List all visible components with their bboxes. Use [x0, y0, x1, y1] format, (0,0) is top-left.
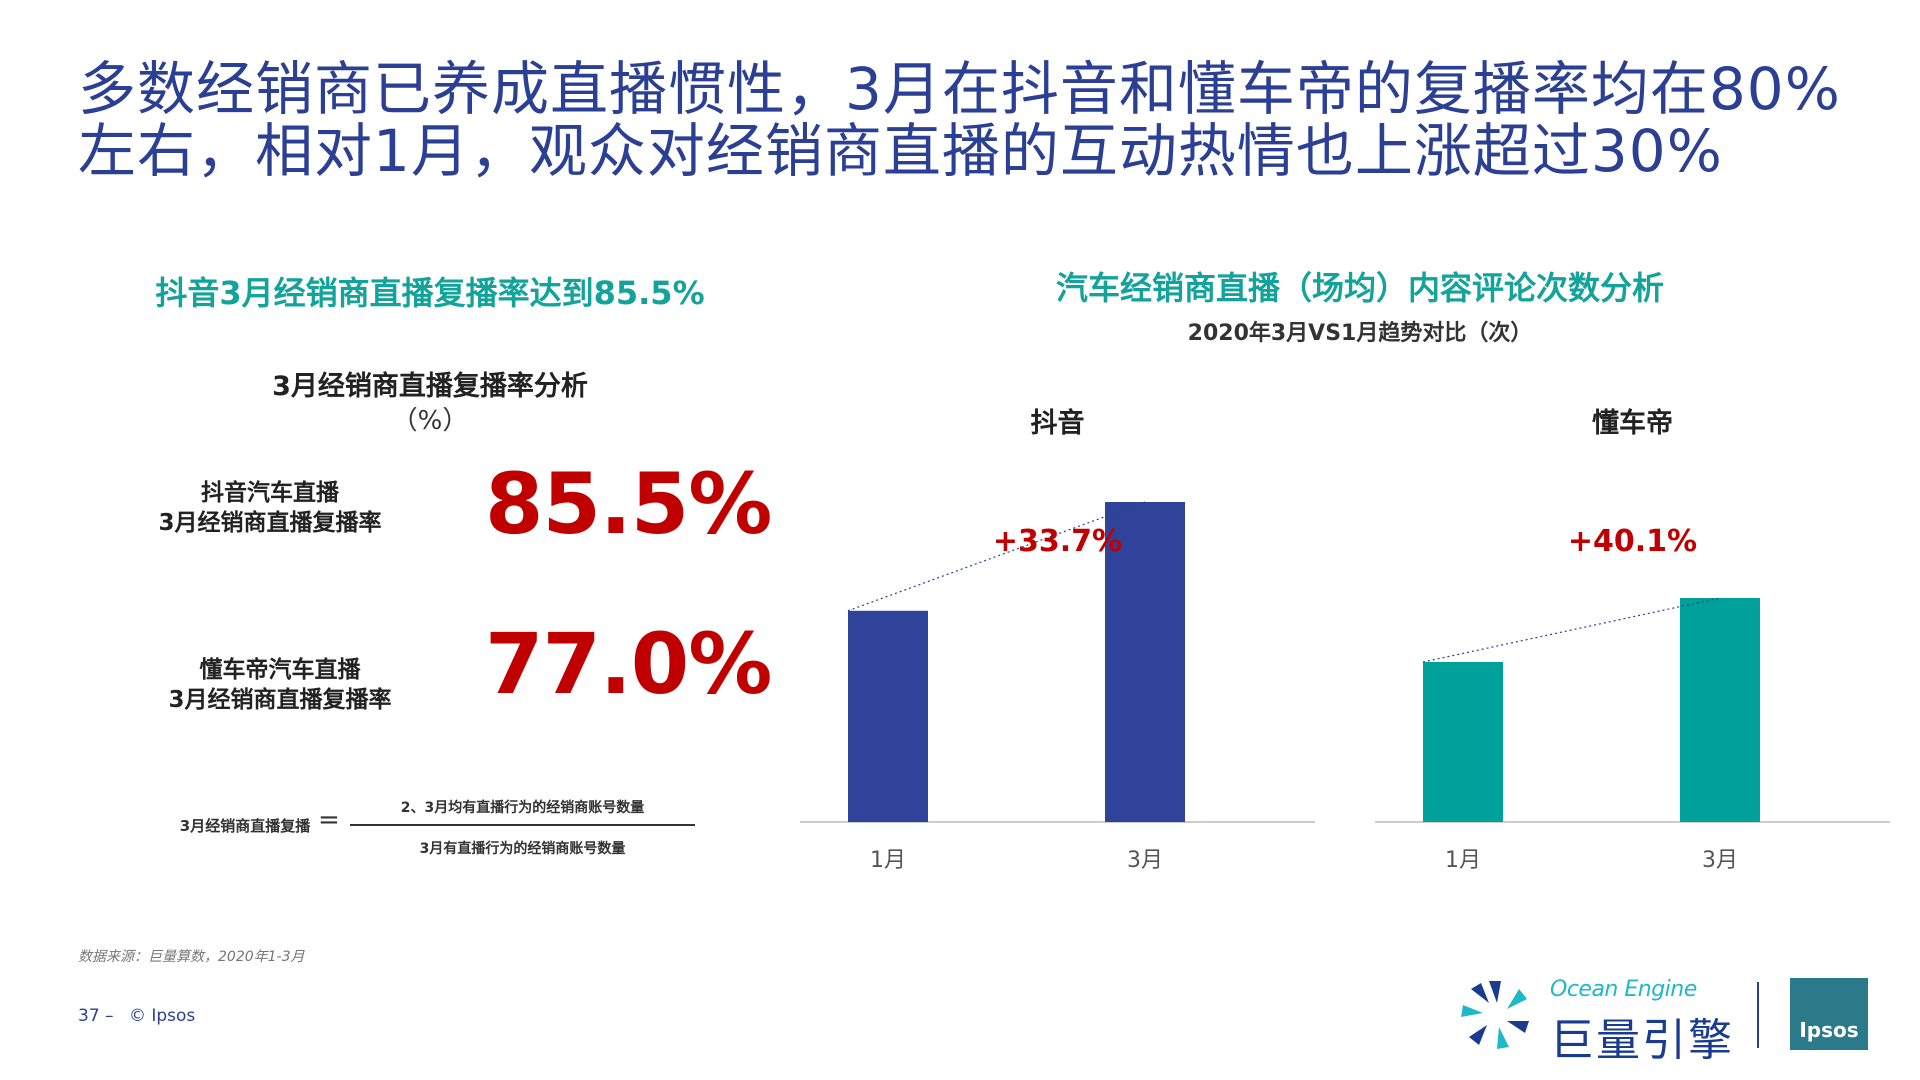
chart-title: 懂车帝 — [1592, 407, 1673, 439]
dongchedi-metric-label-line1: 懂车帝汽车直播 — [199, 657, 361, 683]
bar — [1423, 662, 1503, 822]
bar — [1105, 502, 1185, 822]
formula-fraction-line — [350, 824, 695, 826]
bar — [848, 610, 928, 822]
formula-lhs: 3月经销商直播复播 — [179, 817, 311, 835]
ocean-engine-logo-text: Ocean Engine — [1550, 977, 1697, 1002]
growth-annotation: +33.7% — [993, 524, 1122, 559]
dongchedi-metric-label-line2: 3月经销商直播复播率 — [168, 687, 392, 713]
logo-divider — [1757, 982, 1759, 1048]
data-source: 数据来源：巨量算数，2020年1-3月 — [78, 949, 305, 965]
dongchedi-metric-value: 77.0% — [485, 615, 772, 713]
douyin-metric-label: 抖音汽车直播 3月经销商直播复播率 — [100, 478, 440, 538]
right-heading: 汽车经销商直播（场均）内容评论次数分析 — [1055, 269, 1664, 307]
ocean-engine-logo-icon — [1461, 981, 1529, 1049]
ipsos-logo-icon — [1790, 978, 1868, 1050]
douyin-metric-label-line1: 抖音汽车直播 — [201, 480, 339, 506]
x-tick-label: 1月 — [1445, 848, 1481, 873]
douyin-chart: 抖音 1月 3月 +33.7% — [800, 407, 1315, 873]
analysis-unit: （%） — [391, 406, 469, 436]
footer: 37 – © Ipsos — [78, 1006, 195, 1026]
formula-equals: = — [318, 805, 340, 835]
right-subheading: 2020年3月VS1月趋势对比（次） — [1187, 321, 1533, 346]
x-tick-label: 1月 — [870, 848, 906, 873]
douyin-metric-label-line2: 3月经销商直播复播率 — [158, 510, 382, 536]
formula-numerator: 2、3月均有直播行为的经销商账号数量 — [400, 800, 645, 816]
formula-denominator: 3月有直播行为的经销商账号数量 — [419, 841, 626, 857]
analysis-title: 3月经销商直播复播率分析 — [272, 371, 588, 402]
ocean-engine-logo-cn: 巨量引擎 — [1550, 1015, 1734, 1066]
page-number: 37 – — [78, 1006, 114, 1026]
trend-line — [1422, 597, 1721, 663]
x-tick-label: 3月 — [1127, 848, 1163, 873]
copyright: © Ipsos — [128, 1006, 196, 1026]
x-tick-label: 3月 — [1702, 848, 1738, 873]
dongchedi-metric-label: 懂车帝汽车直播 3月经销商直播复播率 — [110, 655, 450, 715]
growth-annotation: +40.1% — [1568, 524, 1697, 559]
dongchedi-chart: 懂车帝 1月 3月 +40.1% — [1375, 407, 1890, 873]
bar — [1680, 598, 1760, 822]
page-title: 多数经销商已养成直播惯性，3月在抖音和懂车帝的复播率均在80%左右，相对1月，观… — [78, 55, 1841, 185]
douyin-metric-value: 85.5% — [485, 455, 772, 553]
left-heading: 抖音3月经销商直播复播率达到85.5% — [155, 274, 705, 312]
ipsos-logo-text: Ipsos — [1799, 1018, 1859, 1042]
chart-title: 抖音 — [1031, 407, 1085, 439]
